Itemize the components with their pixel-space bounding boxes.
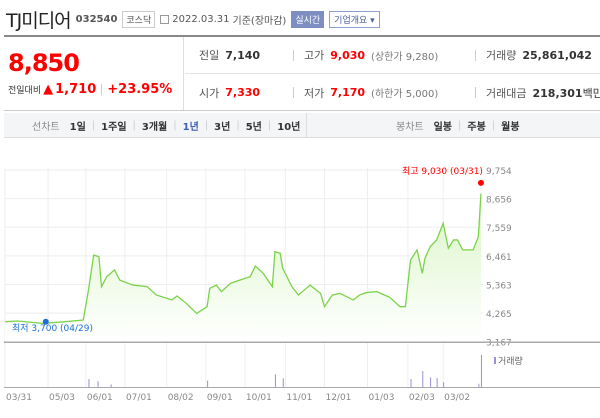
x-tick-label: 03/31 (6, 393, 32, 403)
volume-label: 거래량 (486, 49, 517, 62)
volume-bar (282, 378, 284, 387)
quote-box: 8,850 전일대비 ▲ 1,710 +23.95% 전일 7,140 고가 9,030 (… (4, 35, 600, 111)
volume-bar (430, 377, 432, 387)
x-tick-label: 10/01 (246, 393, 272, 403)
max-marker (477, 179, 484, 186)
low-price: 7,170 (330, 86, 366, 99)
prev-close: 7,140 (225, 48, 261, 62)
amount-label: 거래대금 (486, 86, 527, 100)
y-tick-label: 6,461 (486, 253, 512, 263)
x-tick-label: 09/01 (207, 393, 233, 403)
company-info-dropdown[interactable]: 기업개요 ▾ (329, 10, 380, 28)
change-percent: +23.95% (107, 82, 173, 97)
volume-bar (110, 384, 112, 387)
min-label: 최저 3,700 (04/29) (12, 323, 93, 334)
volume-legend: 거래량 (498, 355, 523, 367)
x-tick-label: 02/03 (409, 393, 435, 403)
up-triangle-icon: ▲ (43, 82, 54, 97)
realtime-button[interactable]: 실시간 (291, 10, 325, 28)
x-tick-label: 12/01 (325, 393, 351, 403)
tab-line-6[interactable]: 10년 (277, 121, 301, 133)
x-tick-label: 03/02 (444, 393, 470, 403)
volume-legend-icon (494, 357, 496, 364)
y-tick-label: 9,754 (486, 167, 512, 177)
date-basis: 기준(장마감) (232, 15, 287, 27)
stock-header: TJ미디어 032540 코스닥 2022.03.31 기준(장마감) 실시간 기… (6, 6, 380, 32)
max-label: 최고 9,030 (03/31) (402, 166, 483, 177)
tab-line-3[interactable]: 1년 (182, 121, 199, 133)
candle-chart-label: 봉차트 (396, 121, 424, 133)
tab-candle-2[interactable]: 월봉 (501, 121, 520, 133)
x-tick-label: 11/01 (286, 393, 312, 403)
price-line (4, 193, 482, 325)
volume-bar (478, 383, 480, 387)
change-amount: 1,710 (55, 82, 97, 97)
upper-limit: (상한가 9,280) (371, 51, 439, 63)
market-badge: 코스닥 (122, 10, 156, 28)
tab-candle-1[interactable]: 주봉 (467, 121, 486, 133)
volume-bar (410, 379, 412, 387)
current-price: 8,850 (8, 49, 80, 77)
volume-bar (274, 374, 276, 387)
high-label: 고가 (304, 49, 325, 62)
high-price: 9,030 (330, 48, 366, 62)
trade-amount: 218,301백만 (532, 85, 600, 101)
volume: 25,861,042 (522, 48, 592, 62)
change-label: 전일대비 (8, 86, 42, 96)
y-tick-label: 4,265 (486, 310, 512, 320)
y-tick-label: 3,167 (486, 339, 512, 349)
chart-tabs: 선차트 1일 | 1주일 | 3개월 | 1년 | 3년 | 5년 | 10년 봉차트 일봉 | 주봉 | 월봉 (4, 113, 600, 138)
price-chart: 9,754 8,656 7,559 6,461 5,363 4,265 3,167 03/31… (4, 166, 600, 403)
x-tick-label: 07/01 (126, 393, 152, 403)
volume-bar (207, 380, 209, 387)
volume-bar (97, 381, 99, 387)
stock-name: TJ미디어 (6, 9, 72, 32)
date-info: 2022.03.31 기준(장마감) (160, 12, 286, 27)
x-tick-label: 05/03 (49, 393, 75, 403)
open-price: 7,330 (225, 86, 261, 99)
x-tick-label: 06/01 (87, 393, 113, 403)
y-tick-label: 5,363 (486, 281, 512, 291)
line-chart-label: 선차트 (32, 121, 60, 133)
tab-line-5[interactable]: 5년 (245, 121, 262, 133)
volume-bar (436, 378, 438, 387)
trade-amount-value: 218,301 (532, 86, 583, 100)
x-tick-label: 01/03 (369, 393, 395, 403)
min-marker (42, 318, 49, 325)
chevron-down-icon: ▾ (370, 15, 375, 26)
low-label: 저가 (304, 86, 325, 100)
volume-bar (88, 379, 90, 387)
tab-candle-0[interactable]: 일봉 (433, 121, 453, 133)
open-label: 시가 (199, 86, 220, 100)
volume-bar (443, 382, 445, 387)
price-area (5, 193, 481, 342)
tab-line-4[interactable]: 3년 (214, 121, 231, 133)
tab-line-0[interactable]: 1일 (69, 121, 86, 133)
volume-bar (480, 355, 482, 387)
date: 2022.03.31 (172, 13, 230, 25)
y-tick-label: 7,559 (486, 224, 512, 234)
x-tick-label: 08/02 (168, 393, 194, 403)
y-tick-label: 8,656 (486, 196, 512, 206)
trade-amount-unit: 백만 (582, 86, 600, 100)
stock-code: 032540 (75, 13, 118, 25)
volume-bar (422, 371, 424, 387)
company-info-label: 기업개요 (334, 15, 368, 26)
calendar-icon (160, 14, 170, 24)
prev-label: 전일 (199, 49, 220, 62)
tab-line-2[interactable]: 3개월 (141, 121, 168, 133)
lower-limit: (하한가 5,000) (371, 89, 439, 100)
tab-line-1[interactable]: 1주일 (101, 121, 127, 133)
